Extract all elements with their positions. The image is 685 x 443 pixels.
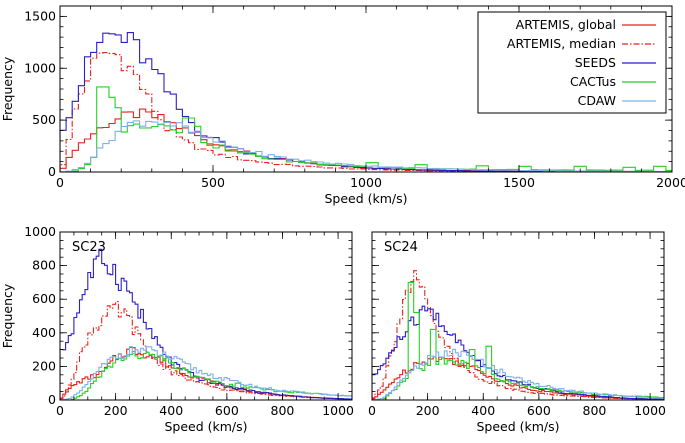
series-cactus bbox=[60, 351, 352, 400]
x-tick-label: 0 bbox=[368, 403, 376, 418]
x-tick-label: 2000 bbox=[656, 175, 685, 190]
y-tick-label: 0 bbox=[48, 164, 56, 179]
legend-label: ARTEMIS, global bbox=[516, 17, 616, 32]
x-tick-label: 200 bbox=[416, 403, 440, 418]
y-tick-label: 600 bbox=[32, 291, 56, 306]
chart-panel-2: 0 200 400 600 800 1000 0 200 400 600 800 1000 Speed … bbox=[0, 224, 354, 434]
y-axis-label: Frequency bbox=[0, 56, 15, 121]
legend-label: ARTEMIS, median bbox=[507, 36, 616, 51]
y-tick-label: 400 bbox=[32, 325, 56, 340]
series-cdaw bbox=[60, 346, 352, 400]
x-tick-label: 1000 bbox=[322, 403, 354, 418]
y-axis-label: Frequency bbox=[0, 283, 15, 348]
x-tick-label: 1000 bbox=[634, 403, 666, 418]
x-tick-label: 600 bbox=[527, 403, 551, 418]
chart-panel-1: 0 500 1000 1500 2000 0 500 1000 1500 Speed (km/s)… bbox=[0, 5, 685, 206]
y-tick-label: 200 bbox=[32, 358, 56, 373]
x-tick-label: 800 bbox=[271, 403, 295, 418]
y-tick-label: 800 bbox=[32, 258, 56, 273]
x-tick-label: 0 bbox=[56, 403, 64, 418]
x-tick-label: 200 bbox=[104, 403, 128, 418]
y-tick-label: 0 bbox=[48, 392, 56, 407]
series-artemis-median bbox=[372, 270, 664, 400]
x-axis-label: Speed (km/s) bbox=[476, 419, 559, 434]
x-tick-label: 400 bbox=[471, 403, 495, 418]
x-tick-label: 400 bbox=[159, 403, 183, 418]
x-tick-label: 800 bbox=[583, 403, 607, 418]
chart-panel-3: 0 200 400 600 800 1000 Speed (km/s) SC24 bbox=[368, 231, 666, 434]
legend-label: SEEDS bbox=[575, 55, 616, 70]
legend-label: CDAW bbox=[578, 93, 616, 108]
plot-area bbox=[372, 270, 664, 400]
x-axis-label: Speed (km/s) bbox=[324, 191, 407, 206]
cycle-annotation: SC24 bbox=[384, 240, 418, 255]
axes-frame bbox=[59, 231, 353, 401]
y-tick-label: 1000 bbox=[24, 60, 56, 75]
series-seeds bbox=[60, 248, 352, 400]
x-tick-label: 1500 bbox=[503, 175, 535, 190]
y-tick-label: 1000 bbox=[24, 224, 56, 239]
x-axis-label: Speed (km/s) bbox=[164, 419, 247, 434]
plot-area bbox=[60, 32, 672, 172]
x-tick-label: 600 bbox=[215, 403, 239, 418]
legend-label: CACTus bbox=[570, 74, 616, 89]
x-tick-label: 0 bbox=[56, 175, 64, 190]
series-artemis-median bbox=[60, 301, 352, 400]
series-cdaw bbox=[372, 348, 664, 400]
series-cdaw bbox=[60, 120, 672, 172]
y-tick-label: 1500 bbox=[24, 8, 56, 23]
series-artemis-global bbox=[372, 356, 664, 400]
cycle-annotation: SC23 bbox=[72, 240, 106, 255]
plot-area bbox=[60, 248, 352, 400]
x-tick-label: 500 bbox=[201, 175, 225, 190]
x-tick-label: 1000 bbox=[350, 175, 382, 190]
legend: ARTEMIS, global ARTEMIS, median SEEDS CACTu… bbox=[477, 11, 667, 114]
y-tick-label: 500 bbox=[32, 112, 56, 127]
axes-frame bbox=[371, 231, 665, 401]
series-seeds bbox=[372, 305, 664, 400]
